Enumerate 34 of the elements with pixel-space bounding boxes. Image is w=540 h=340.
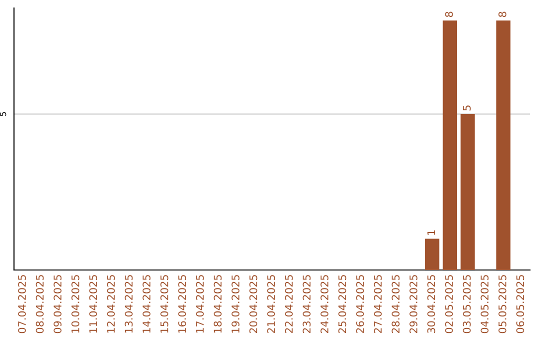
x-tick-label: 07.04.2025 (18, 275, 26, 334)
x-tick-label: 04.05.2025 (480, 275, 489, 334)
x-tick-label: 28.04.2025 (392, 275, 400, 334)
x-tick-label: 18.04.2025 (214, 275, 222, 333)
x-tick-label: 14.04.2025 (142, 275, 150, 333)
x-tick-label: 15.04.2025 (160, 275, 168, 333)
x-tick-label: 23.04.2025 (302, 275, 311, 334)
x-tick-label: 27.04.2025 (374, 275, 382, 334)
x-tick-label: 02.05.2025 (445, 275, 453, 334)
x-tick-label: 24.04.2025 (320, 275, 328, 334)
data-label: 5 (463, 106, 471, 110)
x-tick-label: 16.04.2025 (178, 275, 186, 333)
data-label: 8 (445, 12, 453, 17)
x-tick-label: 30.04.2025 (427, 275, 436, 334)
x-tick-label: 12.04.2025 (107, 275, 115, 333)
x-tick-label: 25.04.2025 (338, 275, 346, 334)
ref-line-label: 5 (0, 112, 6, 116)
x-tick-label: 22.04.2025 (284, 275, 293, 334)
x-tick-label: 03.05.2025 (462, 275, 471, 334)
x-tick-label: 08.04.2025 (36, 275, 44, 334)
x-tick-label: 09.04.2025 (54, 275, 62, 334)
x-tick-label: 10.04.2025 (71, 275, 80, 333)
x-tick-label: 05.05.2025 (498, 275, 506, 334)
x-tick-label: 19.04.2025 (232, 275, 240, 333)
data-label: 1 (427, 230, 436, 235)
x-tick-label: 20.04.2025 (249, 275, 258, 334)
x-tick-label: 26.04.2025 (356, 275, 364, 334)
data-label: 8 (498, 12, 506, 17)
x-tick-label: 11.04.2025 (89, 275, 98, 333)
x-tick-label: 21.04.2025 (267, 275, 276, 334)
x-tick-label: 29.04.2025 (409, 275, 418, 334)
x-tick-label: 13.04.2025 (124, 275, 133, 333)
x-tick-label: 06.05.2025 (516, 275, 524, 334)
x-tick-label: 17.04.2025 (196, 275, 204, 333)
